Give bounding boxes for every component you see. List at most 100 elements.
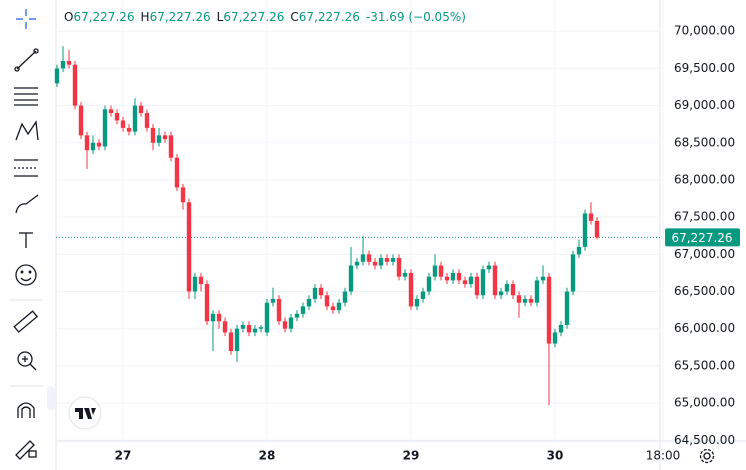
y-tick-label: 70,000.00 <box>674 24 735 38</box>
last-price-label: 67,227.26 <box>671 231 732 245</box>
y-tick-label: 69,000.00 <box>674 98 735 112</box>
x-tick-label: 18:00 <box>646 449 681 463</box>
candle-body <box>408 272 414 307</box>
candle-body <box>414 298 420 307</box>
candle-body <box>312 287 318 299</box>
candle-body <box>234 328 240 352</box>
candle-body <box>222 321 228 333</box>
collapse-tab[interactable] <box>47 386 55 410</box>
candle-body <box>300 306 306 314</box>
candle-body <box>318 287 324 296</box>
ohlc-value: 67,227.26 <box>73 10 134 24</box>
candle-body <box>198 276 204 285</box>
y-tick-label: 66,500.00 <box>674 284 735 298</box>
candle-body <box>126 127 132 132</box>
candle-body <box>192 276 198 292</box>
candle-body <box>276 298 282 322</box>
y-tick-label: 65,000.00 <box>674 396 735 410</box>
x-tick-label: 29 <box>403 449 420 463</box>
ohlc-key: C <box>290 10 298 24</box>
logo-badge[interactable] <box>68 396 102 430</box>
y-tick-label: 68,000.00 <box>674 172 735 186</box>
candle-body <box>402 272 408 277</box>
candle-body <box>582 213 588 247</box>
candle-body <box>564 291 570 325</box>
candle-body <box>588 213 594 221</box>
candle-body <box>324 295 330 307</box>
candle-body <box>522 298 528 303</box>
plot: 64,500.00 65,000.00 65,500.00 66,000.00 66,5… <box>54 24 740 463</box>
candle-body <box>456 272 462 281</box>
candle-body <box>420 291 426 299</box>
candle-body <box>390 258 396 262</box>
ohlc-key: O <box>64 10 73 24</box>
brush-tool[interactable] <box>15 194 39 214</box>
candle-body <box>72 64 78 106</box>
candle-body <box>84 135 90 151</box>
candle-body <box>108 109 114 114</box>
last-price-badge <box>665 228 740 247</box>
ohlc-value: 67,227.26 <box>150 10 211 24</box>
ohlc-key: L <box>217 10 224 24</box>
candle-body <box>246 324 252 333</box>
candle-body <box>228 332 234 352</box>
candle-body <box>96 142 102 147</box>
candle-body <box>252 328 258 333</box>
candle-body <box>78 105 84 136</box>
ruler-tool[interactable] <box>13 310 39 333</box>
ohlc-legend: O67,227.26 H67,227.26 L67,227.26 C67,227.26… <box>64 10 466 24</box>
zoom-tool[interactable] <box>17 351 37 371</box>
candle-body <box>552 332 558 344</box>
candle-body <box>378 258 384 266</box>
fib-tool[interactable] <box>14 87 38 106</box>
candle-body <box>384 258 390 262</box>
candle-body <box>594 220 600 238</box>
candle-body <box>288 317 294 329</box>
ohlc-value: 67,227.26 <box>299 10 360 24</box>
candle-body <box>264 302 270 333</box>
settings-icon[interactable] <box>699 448 715 464</box>
candle-body <box>174 157 180 188</box>
candle-body <box>150 127 156 143</box>
x-tick-label: 27 <box>115 449 132 463</box>
candle-body <box>540 276 546 281</box>
emoji-tool[interactable] <box>15 264 37 286</box>
text-tool[interactable] <box>19 232 33 248</box>
candle-body <box>156 135 162 143</box>
candle-body <box>528 298 534 303</box>
candle-body <box>120 120 126 128</box>
candle-body <box>90 142 96 151</box>
candle-body <box>576 246 582 255</box>
candle-body <box>258 327 264 329</box>
candle-body <box>348 265 354 292</box>
candle-body <box>144 113 150 128</box>
crosshair-tool[interactable] <box>16 9 36 29</box>
candle-body <box>396 258 402 277</box>
candle-body <box>438 265 444 277</box>
pattern-tool[interactable] <box>15 120 39 141</box>
candle-body <box>546 276 552 344</box>
y-tick-label: 67,500.00 <box>674 210 735 224</box>
candle-body <box>516 295 522 303</box>
toolbar <box>10 9 55 460</box>
ohlc-value: 67,227.26 <box>223 10 284 24</box>
candle-body <box>468 276 474 285</box>
candle-body <box>294 313 300 318</box>
candle-body <box>186 202 192 292</box>
trend-line-tool[interactable] <box>14 48 39 72</box>
candle-body <box>330 306 336 311</box>
forecast-tool[interactable] <box>14 159 38 177</box>
candle-body <box>240 324 246 329</box>
candle-body <box>66 60 72 65</box>
candle-body <box>102 109 108 147</box>
candle-body <box>210 313 216 322</box>
magnet-tool[interactable] <box>17 402 35 418</box>
lock-draw-tool[interactable] <box>15 440 37 460</box>
candle-body <box>60 60 66 69</box>
candle-body <box>444 276 450 281</box>
candle-body <box>114 113 120 121</box>
y-tick-label: 66,000.00 <box>674 321 735 335</box>
candle-body <box>426 276 432 292</box>
